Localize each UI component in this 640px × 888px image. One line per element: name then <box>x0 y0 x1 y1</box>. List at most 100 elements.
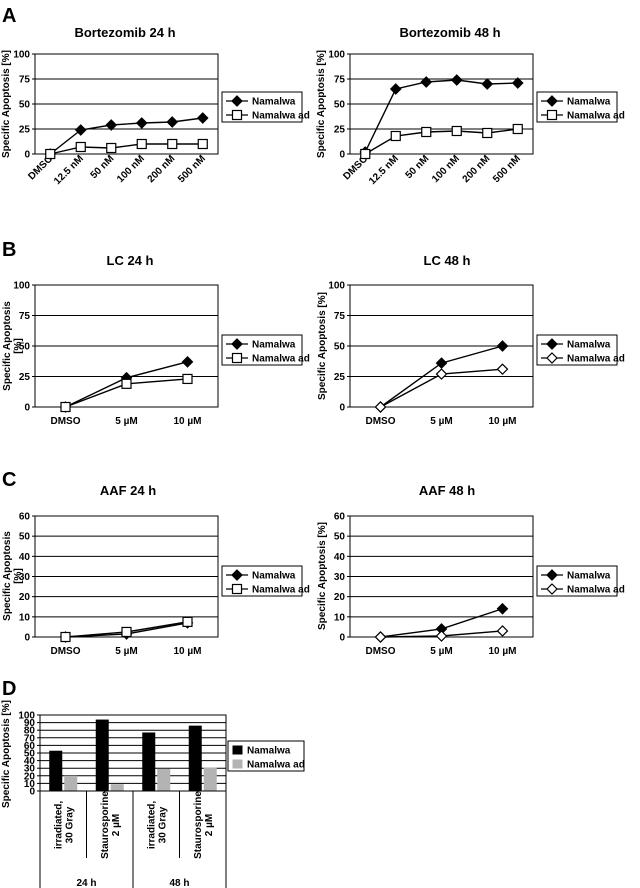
plot-border <box>349 284 534 408</box>
data-point <box>420 76 433 88</box>
chart-title: AAF 24 h <box>100 483 156 498</box>
y-tick-label: 75 <box>19 75 31 86</box>
x-tick-label: 500 nM <box>176 153 208 185</box>
data-point <box>435 357 448 369</box>
legend-label: Namalwa ad <box>567 354 625 365</box>
data-point <box>450 74 463 86</box>
legend-marker <box>546 569 558 581</box>
legend-label: Namalwa ad <box>567 111 625 122</box>
y-axis-label: Specific Apoptosis[%] <box>2 301 24 391</box>
y-tick-label: 30 <box>24 764 36 775</box>
y-tick-label: 20 <box>24 771 36 782</box>
x-tick-label: 100 nM <box>430 153 462 185</box>
data-point <box>435 368 448 380</box>
legend-label: Namalwa <box>567 571 611 582</box>
data-point <box>496 625 509 637</box>
data-point <box>421 126 432 138</box>
x-tick-label: DMSO <box>51 646 81 657</box>
y-tick-label: 50 <box>19 532 31 543</box>
x-tick-label: DMSO <box>366 646 396 657</box>
x-tick-label: 200 nM <box>461 153 493 185</box>
data-point <box>121 378 132 389</box>
data-point <box>374 401 387 413</box>
legend-marker <box>231 338 243 350</box>
data-point <box>435 630 448 642</box>
legend-label: Namalwa <box>247 746 291 757</box>
y-tick-label: 0 <box>339 633 345 644</box>
data-point <box>121 626 132 638</box>
bar <box>110 784 124 791</box>
y-tick-label: 100 <box>18 711 35 722</box>
y-tick-label: 100 <box>13 50 30 61</box>
bar <box>157 768 171 791</box>
y-tick-label: 50 <box>19 342 31 353</box>
x-category-label: Staurosporine2 µM <box>193 791 215 859</box>
chart-title: Bortezomib 24 h <box>74 25 175 40</box>
y-tick-label: 60 <box>24 741 36 752</box>
legend-label: Namalwa <box>252 340 296 351</box>
x-tick-label: 100 nM <box>115 153 147 185</box>
data-point <box>136 138 147 150</box>
y-tick-label: 100 <box>328 281 345 292</box>
legend-label: Namalwa <box>252 97 296 108</box>
panel-letter-c: C <box>2 469 16 491</box>
y-tick-label: 30 <box>19 572 31 583</box>
data-point <box>105 119 118 131</box>
y-axis-label: Specific Apoptosis [%] <box>316 50 327 158</box>
series-line-1 <box>50 143 203 155</box>
bar <box>203 767 217 791</box>
legend-label: Namalwa ad <box>252 354 310 365</box>
legend-label: Namalwa <box>567 340 611 351</box>
data-point <box>374 631 387 643</box>
x-tick-label: 10 µM <box>489 416 517 427</box>
data-point <box>496 602 509 615</box>
data-point <box>74 124 87 136</box>
legend-label: Namalwa ad <box>247 760 305 771</box>
y-tick-label: 20 <box>19 592 31 603</box>
legend-marker <box>231 352 243 364</box>
x-tick-label: 10 µM <box>174 646 202 657</box>
y-tick-label: 50 <box>334 100 346 111</box>
plot-border <box>34 53 219 155</box>
data-point <box>451 125 462 137</box>
y-tick-label: 25 <box>334 372 346 383</box>
y-tick-label: 80 <box>24 726 36 737</box>
legend-marker <box>546 338 558 350</box>
x-group-label: 24 h <box>76 878 96 888</box>
x-tick-label: 10 µM <box>174 416 202 427</box>
data-point <box>197 138 208 150</box>
chart-title: AAF 48 h <box>419 483 475 498</box>
x-tick-label: 200 nM <box>146 153 178 185</box>
y-tick-label: 75 <box>334 311 346 322</box>
legend-label: Namalwa ad <box>567 585 625 596</box>
data-point <box>481 78 494 90</box>
y-tick-label: 20 <box>334 592 346 603</box>
y-tick-label: 50 <box>334 532 346 543</box>
data-point <box>390 130 401 142</box>
y-tick-label: 0 <box>339 403 345 414</box>
y-tick-label: 0 <box>24 150 30 161</box>
data-point <box>496 340 509 352</box>
legend-label: Namalwa <box>567 97 611 108</box>
bar <box>188 725 202 791</box>
x-tick-label: DMSO <box>366 416 396 427</box>
legend-swatch <box>232 745 243 755</box>
y-tick-label: 50 <box>24 749 36 760</box>
bar <box>49 750 63 791</box>
data-point <box>182 373 193 385</box>
y-axis-label: Specific Apoptosis [%] <box>317 522 328 630</box>
y-tick-label: 0 <box>29 787 35 798</box>
y-tick-label: 10 <box>19 612 31 623</box>
y-tick-label: 0 <box>24 403 30 414</box>
data-point <box>167 138 178 150</box>
legend-marker <box>546 109 558 121</box>
y-tick-label: 60 <box>334 512 346 523</box>
y-tick-label: 90 <box>24 718 36 729</box>
y-tick-label: 40 <box>334 552 346 563</box>
chart-title: Bortezomib 48 h <box>399 25 500 40</box>
plot-border <box>349 53 534 155</box>
